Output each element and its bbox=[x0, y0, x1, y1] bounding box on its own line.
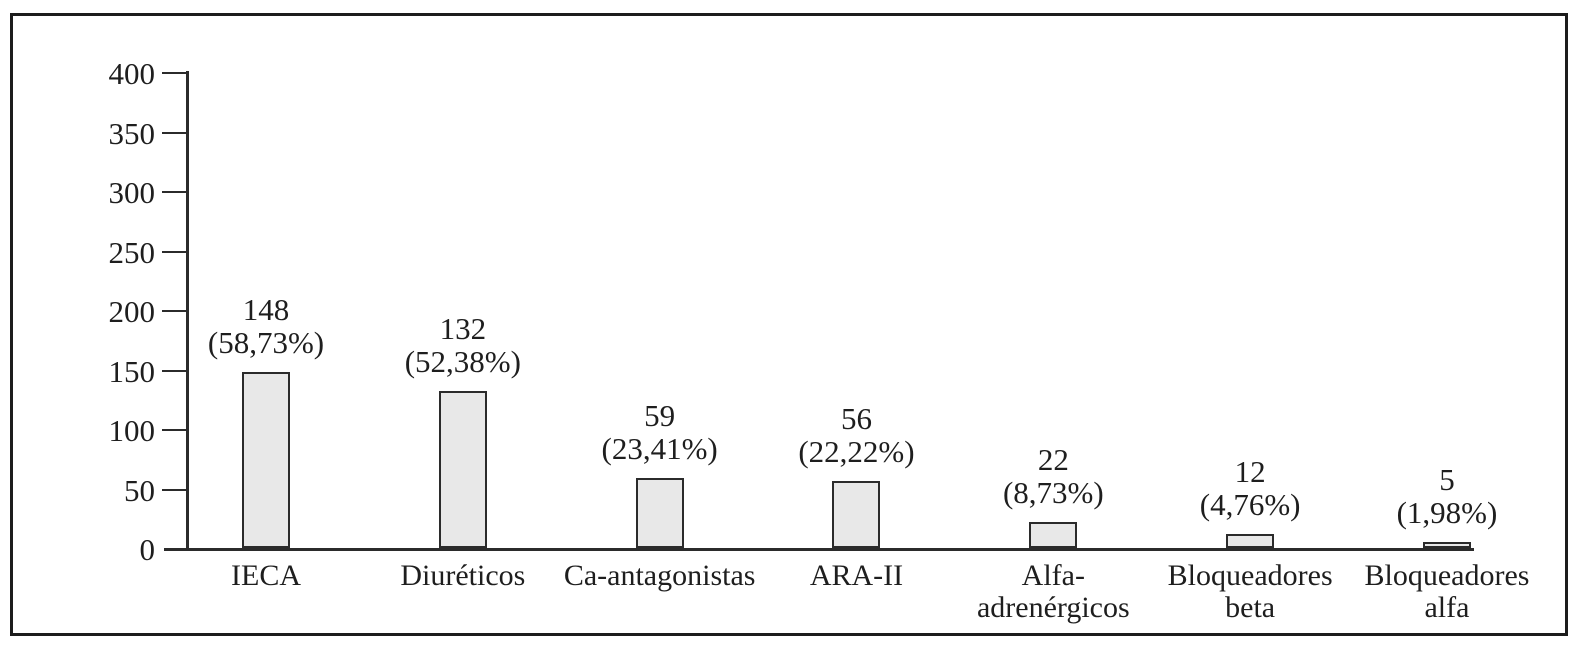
y-tick-mark bbox=[162, 131, 186, 134]
category-label: Alfa- adrenérgicos bbox=[976, 559, 1130, 624]
category-label: Bloqueadores alfa bbox=[1364, 559, 1530, 624]
y-tick-mark bbox=[162, 429, 186, 431]
y-tick-label: 350 bbox=[108, 115, 156, 151]
bar bbox=[242, 372, 290, 548]
y-tick-label: 250 bbox=[108, 234, 156, 270]
category-label: ARA-II bbox=[809, 559, 904, 592]
y-tick-label: 100 bbox=[108, 413, 156, 448]
bar-value-label: 5 (1,98%) bbox=[1396, 462, 1498, 530]
y-tick-label: 400 bbox=[108, 56, 156, 91]
bar bbox=[1422, 542, 1471, 548]
bar bbox=[1226, 534, 1275, 548]
y-tick-mark bbox=[162, 191, 186, 193]
y-tick-label: 50 bbox=[124, 472, 155, 508]
x-axis-line bbox=[164, 548, 1474, 551]
y-tick-mark bbox=[162, 310, 186, 312]
bar-value-label: 12 (4,76%) bbox=[1199, 454, 1301, 522]
bar-value-label: 132 (52,38%) bbox=[404, 311, 521, 379]
y-tick-mark bbox=[162, 488, 186, 491]
bar bbox=[832, 481, 881, 548]
bar-value-label: 59 (23,41%) bbox=[601, 398, 718, 466]
y-tick-mark bbox=[162, 369, 186, 372]
category-label: Ca-antagonistas bbox=[563, 559, 756, 592]
y-tick-label: 0 bbox=[139, 532, 156, 567]
bar bbox=[1029, 522, 1078, 548]
bar bbox=[438, 391, 487, 548]
category-label: Diuréticos bbox=[400, 559, 526, 592]
category-label: Bloqueadores beta bbox=[1167, 559, 1333, 624]
y-tick-label: 300 bbox=[108, 175, 156, 210]
bar-value-label: 148 (58,73%) bbox=[207, 292, 325, 360]
bar bbox=[635, 478, 684, 548]
y-tick-mark bbox=[162, 72, 186, 74]
bar-value-label: 56 (22,22%) bbox=[798, 401, 915, 469]
y-axis-line bbox=[186, 71, 189, 551]
y-tick-mark bbox=[162, 250, 186, 253]
y-tick-label: 200 bbox=[108, 294, 156, 329]
category-label: IECA bbox=[231, 559, 301, 592]
y-tick-label: 150 bbox=[108, 353, 156, 389]
bar-value-label: 22 (8,73%) bbox=[1002, 442, 1104, 510]
